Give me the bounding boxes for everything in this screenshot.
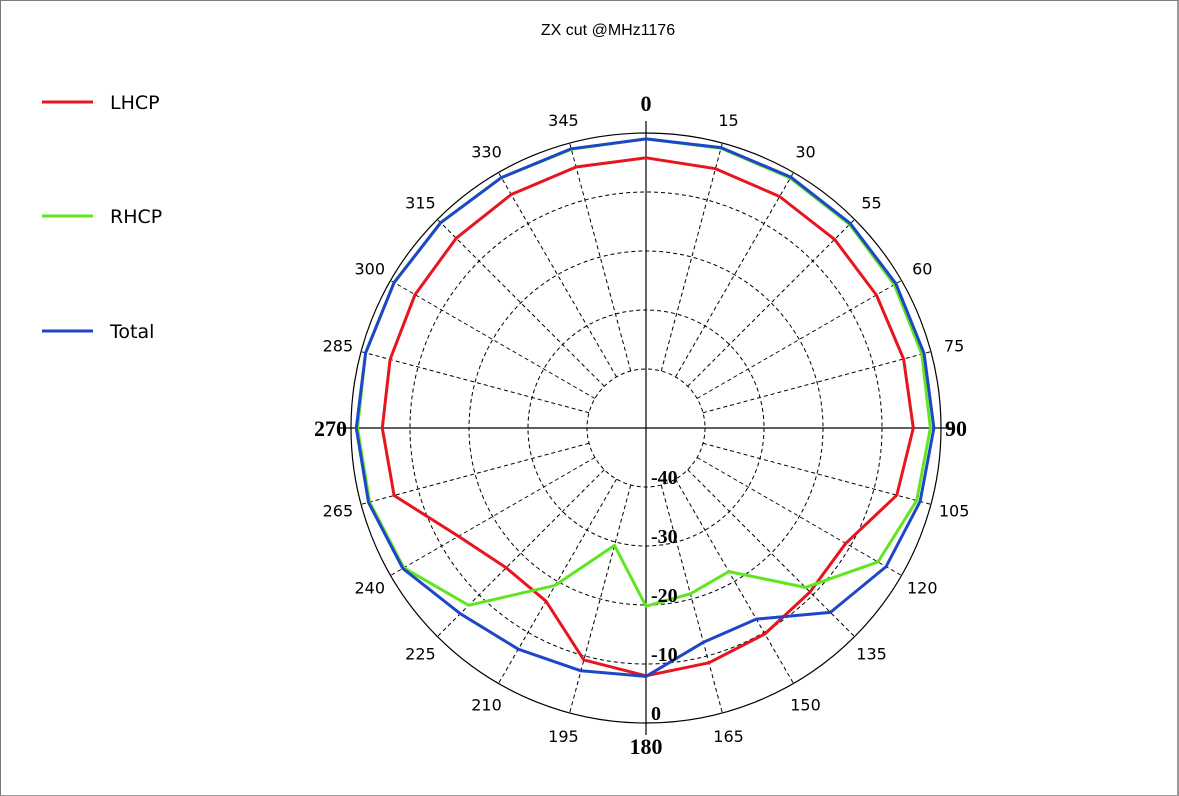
angle-label: 165: [713, 727, 744, 746]
angle-label: 60: [912, 260, 932, 279]
angle-label: 270: [314, 416, 347, 441]
radial-tick-label: -30: [651, 526, 678, 548]
angle-label: 195: [548, 727, 579, 746]
radial-tick-label: 0: [651, 703, 661, 725]
angle-label: 15: [718, 111, 738, 130]
polar-grid: [339, 121, 953, 735]
angle-label: 300: [354, 260, 385, 279]
radial-tick-label: -40: [651, 467, 678, 489]
grid-spoke: [696, 280, 902, 399]
legend-label-rhcp: RHCP: [110, 206, 162, 228]
angle-label: 90: [945, 416, 967, 441]
angle-label: 285: [323, 336, 354, 355]
angle-label: 105: [939, 502, 970, 521]
angle-label: 330: [471, 143, 502, 162]
legend: LHCP RHCP Total: [42, 92, 162, 343]
grid-spoke: [660, 484, 723, 714]
grid-spoke: [675, 478, 794, 684]
angle-label: 345: [548, 111, 579, 130]
grid-spoke: [675, 172, 794, 378]
grid-spoke: [437, 219, 605, 387]
grid-spoke: [498, 478, 617, 684]
grid-spoke: [702, 442, 932, 505]
angle-label: 55: [861, 193, 881, 212]
angle-label: 135: [856, 645, 887, 664]
grid-spoke: [390, 280, 596, 399]
angle-label: 0: [641, 91, 652, 116]
grid-spoke: [390, 457, 596, 576]
legend-label-total: Total: [109, 321, 154, 343]
grid-spoke: [696, 457, 902, 576]
angle-label: 265: [323, 502, 354, 521]
grid-spoke: [660, 142, 723, 372]
series-line-total: [354, 137, 936, 678]
grid-spoke: [702, 351, 932, 414]
grid-spoke: [360, 351, 590, 414]
series-layer: [354, 137, 936, 678]
grid-spoke: [569, 142, 632, 372]
grid-spoke: [498, 172, 617, 378]
angle-label: 150: [790, 695, 821, 714]
chart-title: ZX cut @MHz1176: [541, 22, 675, 39]
angle-label: 30: [795, 143, 815, 162]
series-line-lhcp: [380, 156, 915, 678]
grid-spoke: [569, 484, 632, 714]
angle-label: 240: [354, 579, 385, 598]
angle-label: 210: [471, 695, 502, 714]
angle-label: 315: [405, 193, 436, 212]
grid-spoke: [437, 469, 605, 637]
radial-tick-label: -10: [651, 644, 678, 666]
grid-spoke: [360, 442, 590, 505]
angle-label: 75: [944, 336, 964, 355]
radial-tick-label: -20: [651, 585, 678, 607]
grid-spoke: [687, 469, 855, 637]
legend-label-lhcp: LHCP: [110, 92, 160, 114]
angle-label: 180: [630, 734, 663, 759]
angle-label: 225: [405, 645, 436, 664]
angle-label: 120: [907, 579, 938, 598]
grid-spoke: [687, 219, 855, 387]
label-layer: 0 15 30 55 60 75 90 105 120 135 150 165 180 195 210 225…: [314, 91, 969, 759]
